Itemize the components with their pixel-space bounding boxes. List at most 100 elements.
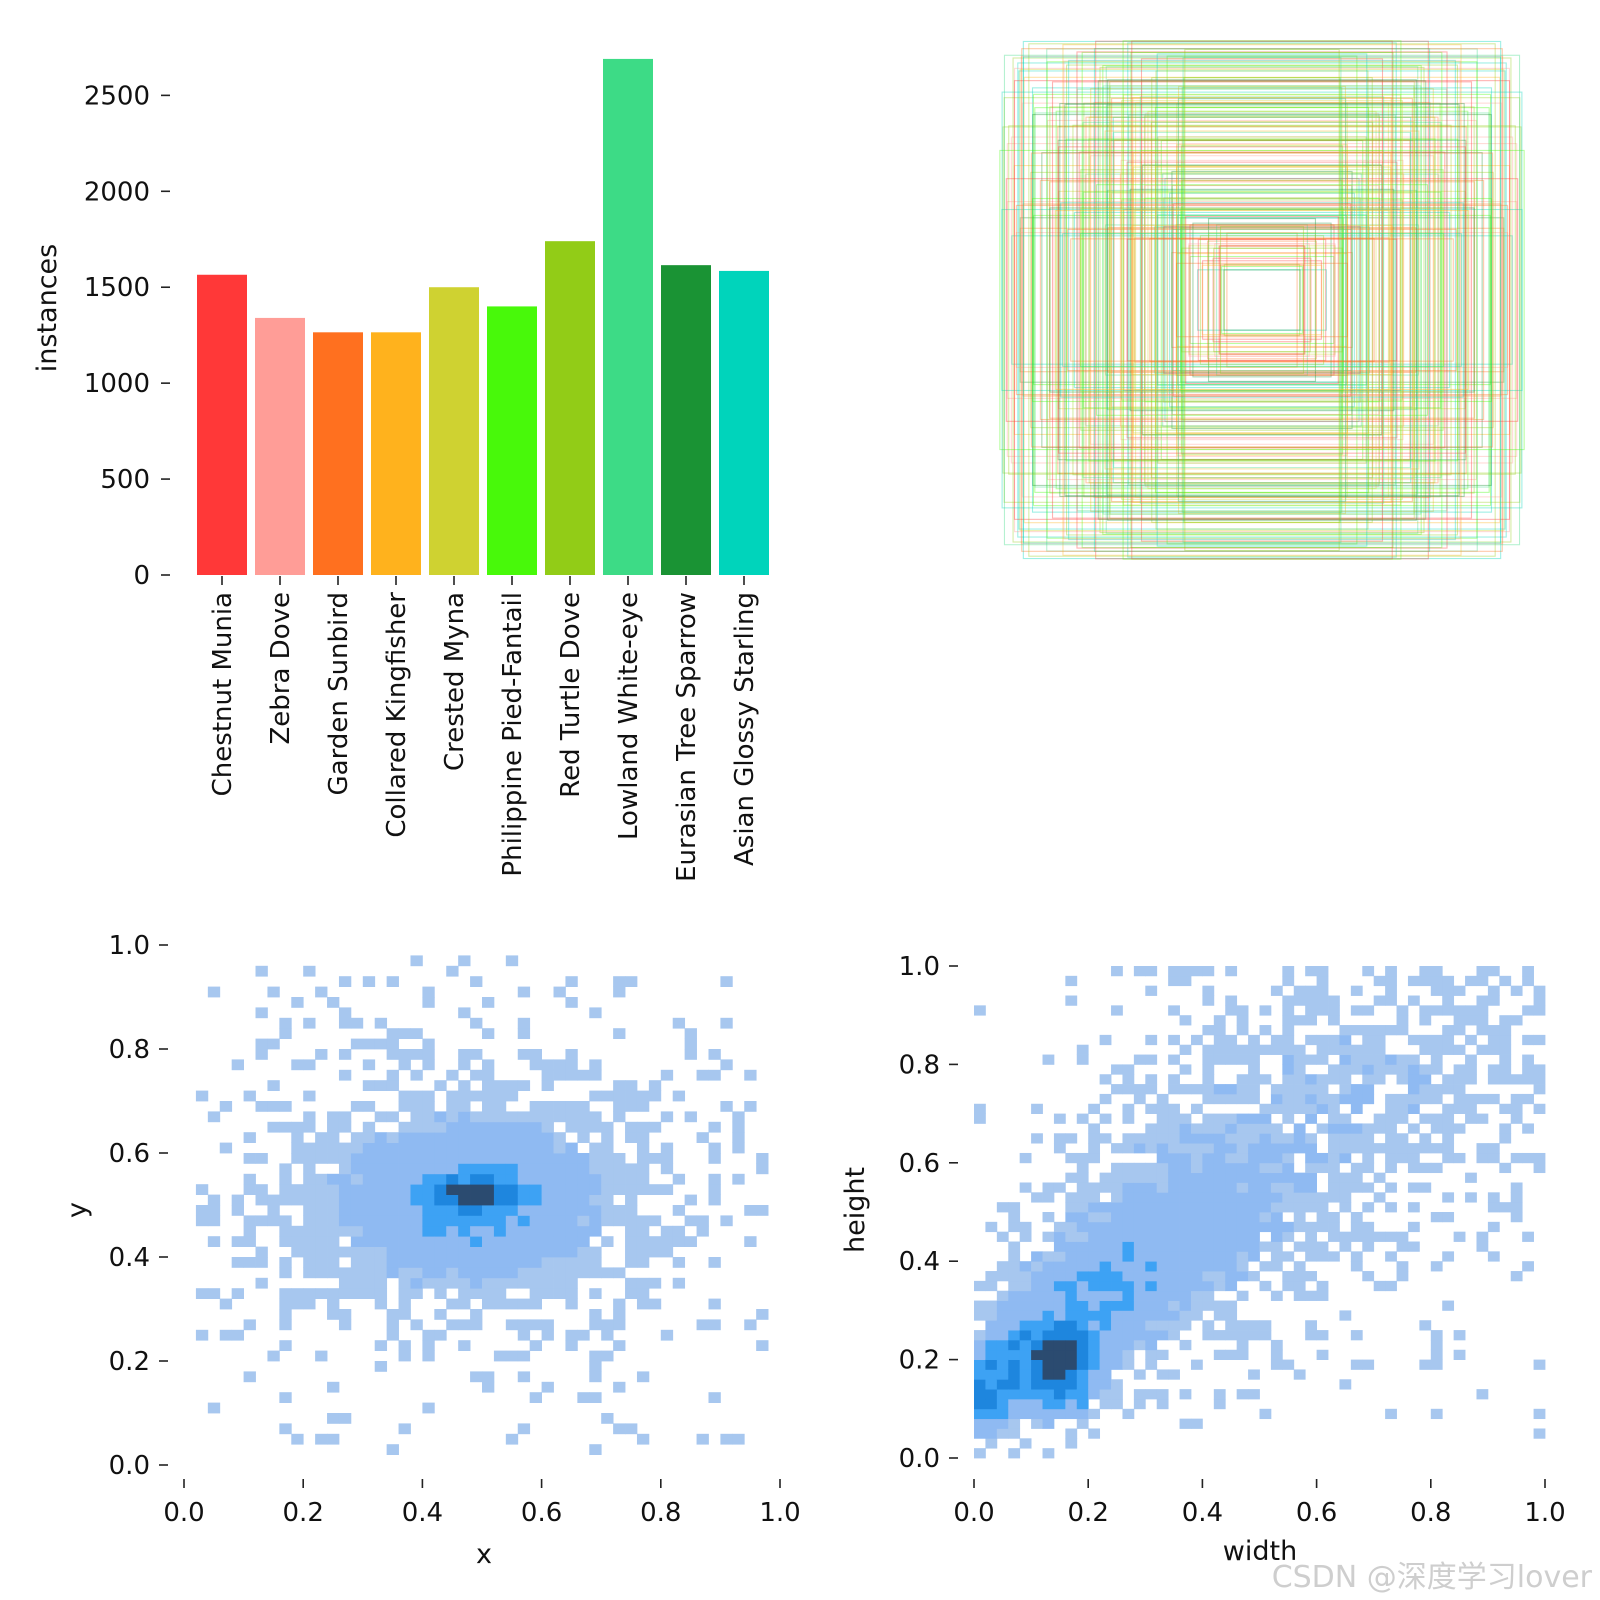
wh-heat-cell bbox=[1293, 1054, 1306, 1065]
wh-heat-cell bbox=[1099, 1133, 1112, 1144]
xy-heat-cell bbox=[243, 1184, 256, 1195]
xy-heat-cell bbox=[660, 1246, 674, 1258]
wh-heat-cell bbox=[1396, 1093, 1409, 1105]
wh-heat-cell bbox=[1008, 1300, 1021, 1311]
wh-heat-cell bbox=[1202, 1084, 1215, 1095]
xy-heat-cell bbox=[648, 1246, 662, 1258]
wh-heat-cell bbox=[1202, 1241, 1215, 1252]
wh-heat-cell bbox=[1202, 1280, 1215, 1292]
wh-heat-cell bbox=[1305, 1320, 1317, 1331]
wh-heat-cell bbox=[1316, 1251, 1329, 1262]
wh-heat-cell bbox=[1099, 1251, 1112, 1262]
xy-heat-cell bbox=[660, 1111, 674, 1123]
wh-heat-cell bbox=[1168, 1133, 1180, 1144]
wh-heat-cell bbox=[1430, 1349, 1443, 1360]
wh-heat-cell bbox=[1407, 1123, 1420, 1134]
wh-heat-cell bbox=[1270, 1123, 1283, 1134]
xy-heat-cell bbox=[279, 1017, 292, 1029]
wh-heat-cell bbox=[1065, 1369, 1078, 1380]
xy-heat-cell bbox=[660, 1069, 674, 1081]
box-outline bbox=[1216, 224, 1308, 376]
xy-heat-cell bbox=[458, 1215, 471, 1227]
wh-heat-cell bbox=[1442, 1123, 1455, 1134]
wh-heat-cell bbox=[1305, 1015, 1317, 1026]
wh-heat-cell bbox=[1259, 1152, 1272, 1164]
wh-heat-cell bbox=[985, 1221, 998, 1233]
wh-heat-cell bbox=[1145, 1054, 1158, 1065]
wh-heat-cell bbox=[1168, 1192, 1180, 1203]
box-outline bbox=[1140, 164, 1384, 436]
xy-heat-cell bbox=[517, 1194, 531, 1206]
wh-heat-cell bbox=[1225, 1182, 1238, 1193]
wh-heat-cell bbox=[1122, 1103, 1135, 1114]
wh-heat-cell bbox=[974, 1359, 986, 1370]
wh-heat-cell bbox=[1430, 1034, 1443, 1046]
xy-heat-cell bbox=[636, 1090, 650, 1102]
xy-heat-cell bbox=[625, 1215, 638, 1227]
xy-heat-cell bbox=[255, 1215, 268, 1227]
xy-heat-cell bbox=[458, 1225, 471, 1237]
xy-heat-cell bbox=[553, 1246, 566, 1258]
wh-heat-cell bbox=[1190, 1359, 1203, 1370]
xy-heat-cell bbox=[648, 1121, 662, 1133]
xy-heat-cell bbox=[708, 1069, 721, 1081]
xy-heat-cell bbox=[374, 1205, 388, 1216]
xy-heat-cell bbox=[565, 1246, 578, 1258]
wh-heat-cell bbox=[1407, 1064, 1420, 1075]
wh-heat-cell bbox=[1487, 1034, 1500, 1046]
box-outline bbox=[1011, 235, 1513, 365]
wh-heat-cell bbox=[1350, 1064, 1363, 1075]
xy-heat-cell bbox=[565, 1277, 578, 1289]
wh-heat-cell bbox=[1031, 1290, 1043, 1301]
wh-heat-cell bbox=[1282, 995, 1295, 1006]
box-outline bbox=[1189, 255, 1335, 345]
xy-heat-cell bbox=[589, 1392, 602, 1403]
bar-y-tick-label: 1000 bbox=[84, 369, 150, 399]
xy-heat-cell bbox=[362, 1288, 376, 1299]
box-outline bbox=[1088, 116, 1436, 484]
wh-heat-cell bbox=[1259, 1241, 1272, 1252]
box-outline bbox=[1144, 197, 1380, 403]
wh-heat-cell bbox=[1373, 1064, 1386, 1075]
wh-heat-cell bbox=[1179, 1231, 1192, 1242]
wh-heat-cell bbox=[1190, 1103, 1203, 1114]
xy-heat-cell bbox=[505, 1298, 519, 1310]
xy-heat-cell bbox=[255, 1246, 268, 1258]
wh-heat-cell bbox=[1088, 1202, 1101, 1213]
xy-heat-cell bbox=[338, 1413, 352, 1424]
xy-heat-cell bbox=[386, 976, 399, 987]
xy-heat-cell bbox=[577, 1121, 590, 1133]
wh-heat-cell bbox=[1145, 1261, 1158, 1272]
xy-heat-cell bbox=[482, 1277, 495, 1289]
xy-heat-cell bbox=[362, 1246, 376, 1258]
wh-heat-cell bbox=[1225, 1251, 1238, 1262]
xy-heat-cell bbox=[482, 1215, 495, 1227]
wh-heat-cell bbox=[1430, 1064, 1443, 1075]
xy-heat-cell bbox=[386, 1163, 399, 1175]
wh-heat-cell bbox=[1190, 1271, 1203, 1282]
wh-heat-cell bbox=[1053, 1290, 1066, 1301]
wh-heat-cell bbox=[1076, 1398, 1089, 1410]
wh-heat-cell bbox=[1168, 1310, 1180, 1321]
wh-heat-cell bbox=[1031, 1310, 1043, 1321]
wh-heat-cell bbox=[996, 1369, 1009, 1380]
box-outline bbox=[1013, 80, 1511, 520]
xy-heat-cell bbox=[422, 1340, 435, 1351]
wh-heat-cell bbox=[1328, 1152, 1340, 1164]
xy-heat-cell bbox=[374, 1277, 388, 1289]
wh-heat-cell bbox=[1293, 1182, 1306, 1193]
wh-heat-cell bbox=[1145, 1123, 1158, 1134]
xy-heat-cell bbox=[493, 1153, 507, 1164]
wh-heat-cell bbox=[1122, 1162, 1135, 1174]
wh-heat-cell bbox=[1225, 1320, 1238, 1331]
xy-heat-cell bbox=[279, 1173, 292, 1185]
wh-heat-cell bbox=[1339, 1310, 1352, 1321]
xy-heat-cell bbox=[315, 1267, 328, 1279]
xy-heat-cell bbox=[458, 1319, 471, 1331]
wh-heat-cell bbox=[1328, 1133, 1340, 1144]
xy-heat-cell bbox=[434, 1080, 447, 1091]
wh-heat-cell bbox=[1145, 1231, 1158, 1242]
xy-heat-cell bbox=[660, 1236, 674, 1247]
xy-heat-cell bbox=[350, 1236, 364, 1247]
wh-heat-cell bbox=[1133, 1339, 1146, 1351]
